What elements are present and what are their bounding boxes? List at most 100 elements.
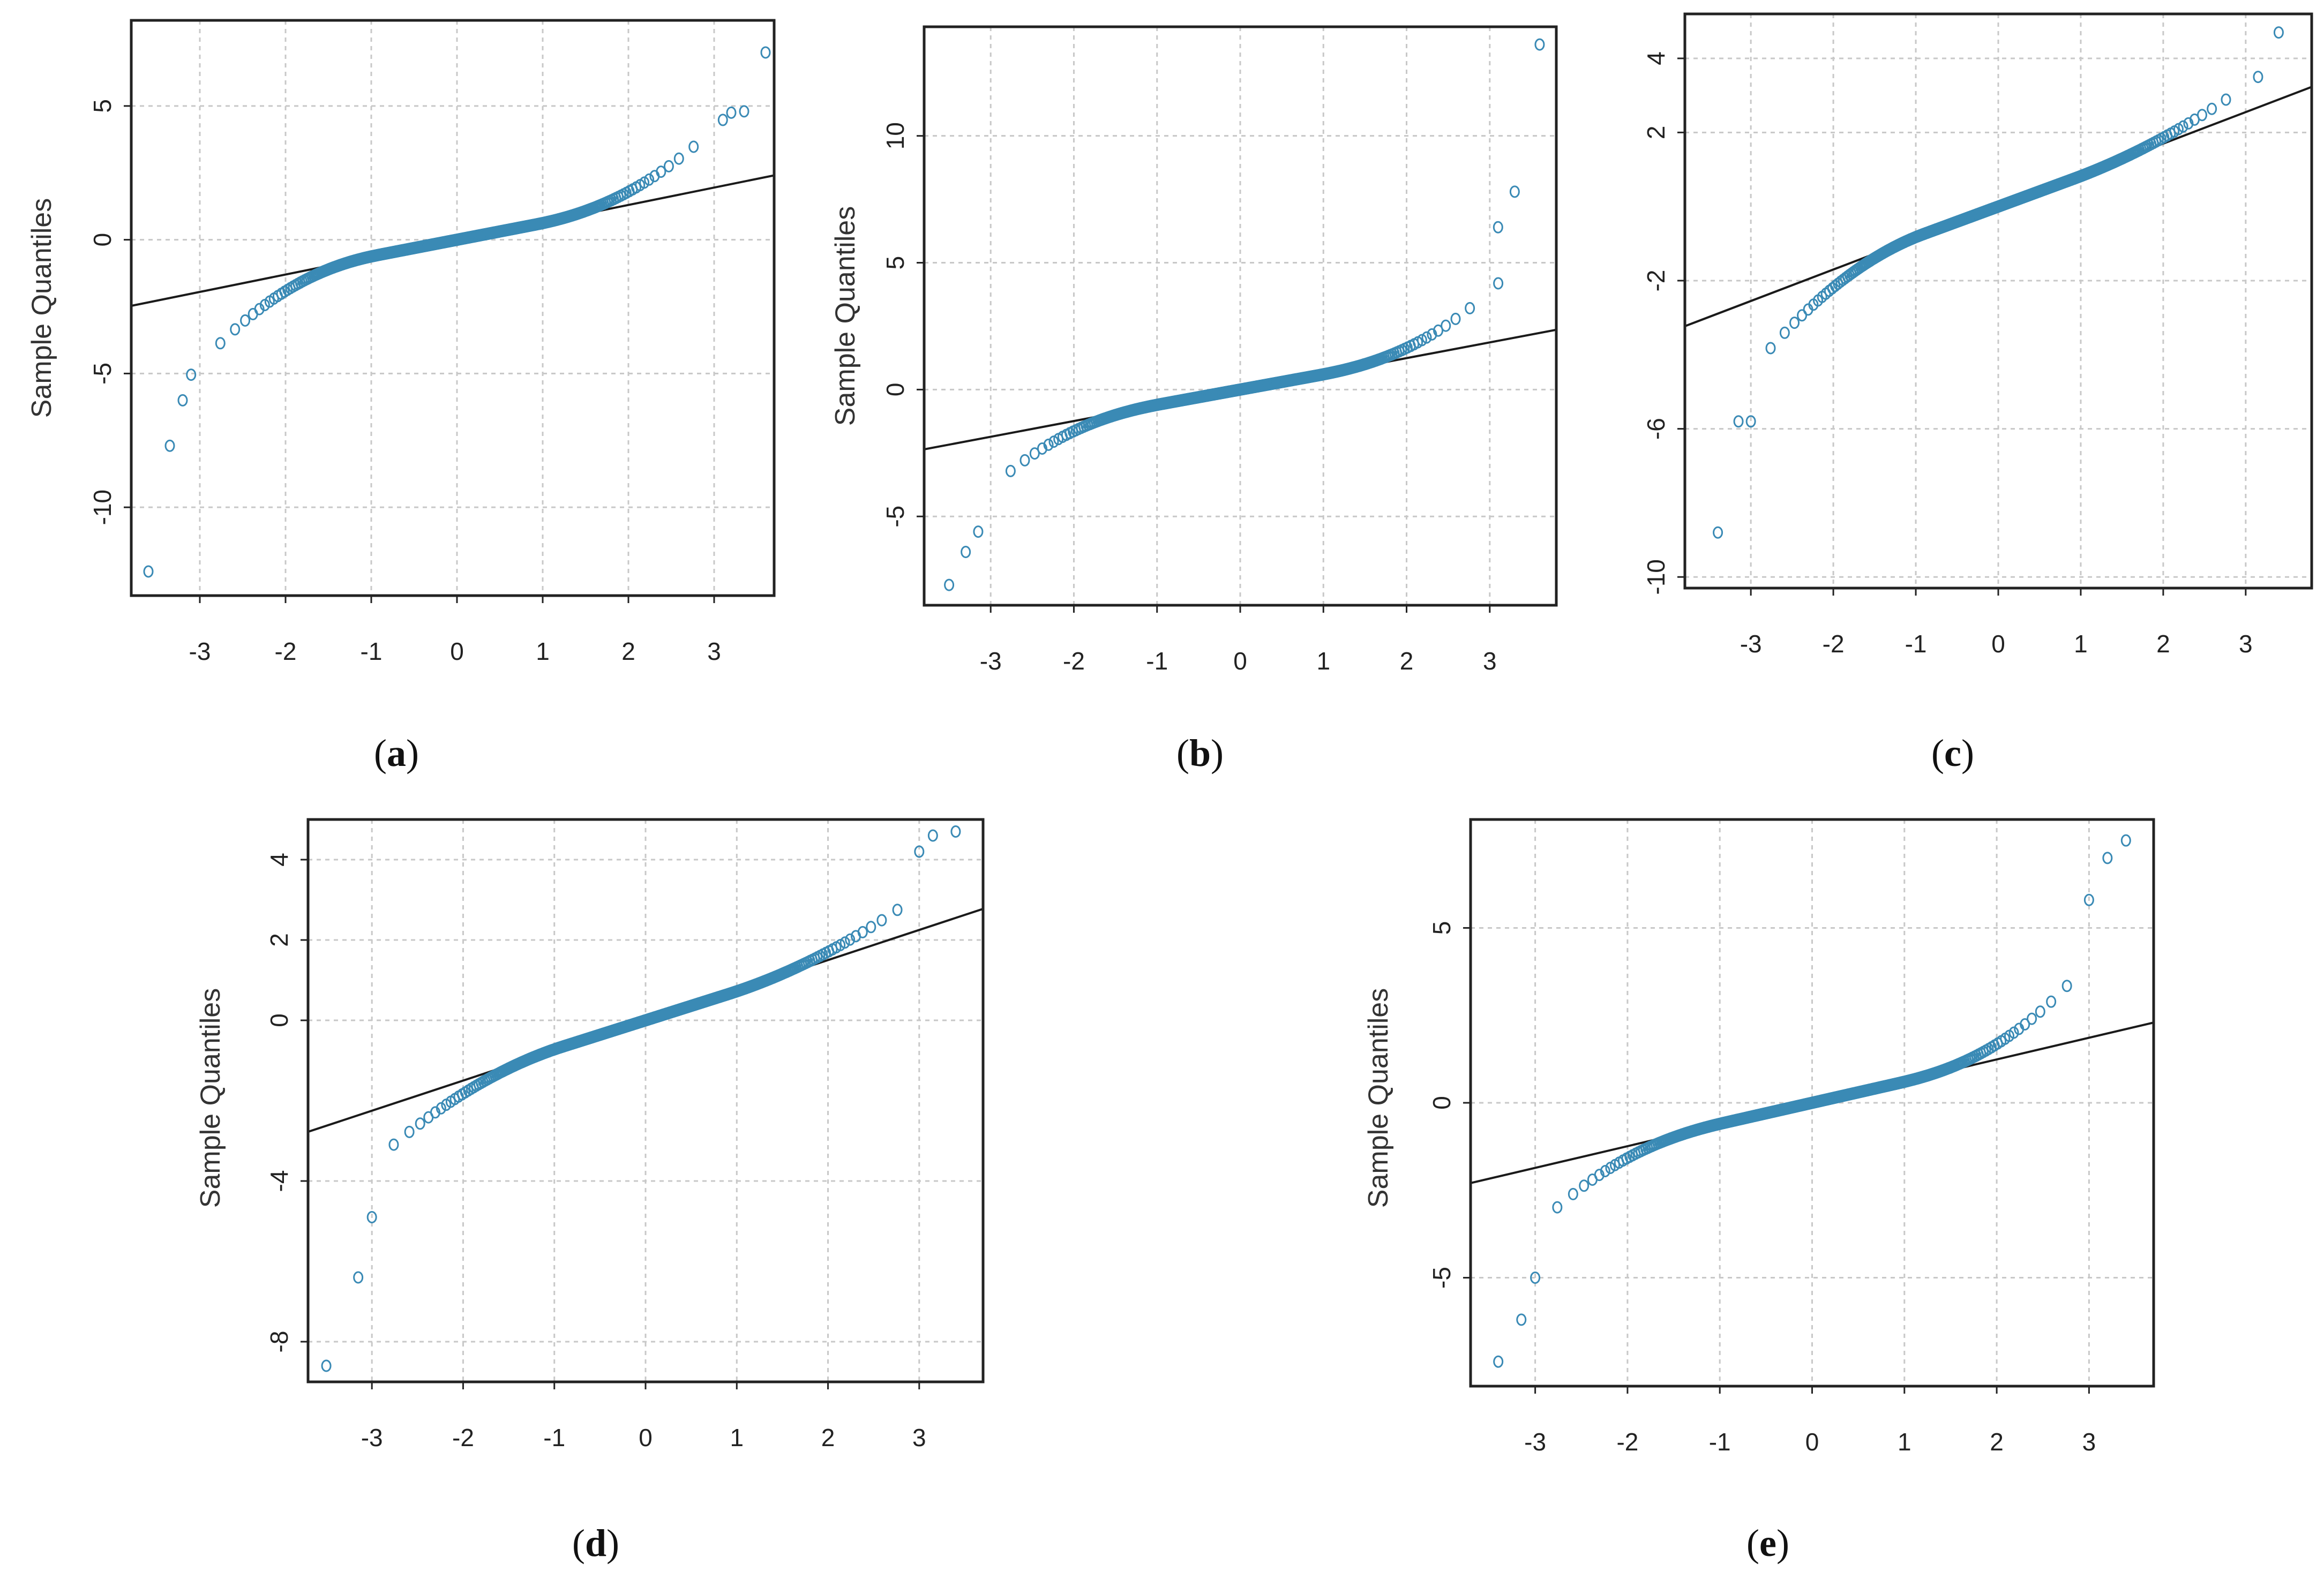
qq-point — [321, 1359, 332, 1372]
qq-point — [215, 337, 226, 350]
x-tick-label: 3 — [2082, 1428, 2096, 1456]
qq-point — [2273, 26, 2284, 39]
qq-point — [1534, 38, 1545, 51]
qq-point — [1441, 319, 1451, 332]
qq-point — [2035, 1005, 2045, 1018]
qq-point — [892, 904, 903, 916]
qq-point — [663, 160, 674, 172]
y-tick-label: 5 — [88, 99, 116, 113]
qq-point — [2102, 852, 2113, 864]
qq-point — [143, 565, 154, 578]
qq-point — [1516, 1313, 1527, 1326]
qq-point — [845, 933, 856, 946]
qq-point — [1421, 331, 1432, 344]
qq-point — [857, 926, 868, 938]
x-tick-label: 2 — [821, 1424, 835, 1451]
qq-point — [366, 1211, 377, 1223]
qq-point — [1797, 309, 1808, 322]
qq-point — [1493, 1355, 1504, 1368]
panel-c: -3 -2 -1 0 1 2 342-2-6-10(c) — [1642, 12, 2313, 774]
qq-point — [1048, 435, 1059, 448]
panel-d: -3 -2 -1 0 1 2 3 4 2 0 -4 -8 Sample Quantiles (d) — [195, 818, 985, 1565]
qq-point — [353, 1271, 364, 1284]
qq-point — [688, 140, 699, 153]
qq-point — [1530, 1272, 1541, 1284]
y-tick-label: -8 — [265, 1331, 293, 1353]
x-tick-label: -3 — [1740, 630, 1762, 658]
qq-point — [1579, 1179, 1590, 1192]
x-tick-label: 3 — [707, 637, 721, 665]
qq-point — [2183, 117, 2194, 130]
x-tick-label: -1 — [1905, 630, 1927, 658]
plot-frame — [130, 19, 776, 597]
x-tick-label: -2 — [1823, 630, 1845, 658]
x-tick-label: -1 — [1709, 1428, 1731, 1456]
y-tick-label: -4 — [265, 1170, 293, 1192]
panel-b: -3 -2 -1 0 1 2 3 10 5 0 -5 Sample Quantiles (b) — [830, 25, 1558, 774]
qq-point — [876, 914, 887, 927]
qq-point — [1043, 438, 1054, 451]
qq-point — [1005, 464, 1016, 477]
qq-point — [254, 303, 265, 315]
x-tick-label: -1 — [361, 637, 383, 665]
qq-point — [415, 1117, 425, 1130]
x-tick-label: 3 — [912, 1424, 926, 1451]
y-tick-label: 4 — [265, 853, 293, 867]
x-tick-label: 1 — [1316, 647, 1330, 675]
qq-point — [177, 394, 188, 407]
x-tick-label: -2 — [1616, 1428, 1638, 1456]
qq-point — [639, 176, 650, 189]
qq-point — [2083, 893, 2094, 906]
y-tick-label: 5 — [1428, 921, 1456, 935]
qq-point — [186, 368, 197, 381]
x-tick-label: -3 — [980, 647, 1002, 675]
qq-point — [1465, 302, 1475, 314]
qq-point — [1765, 342, 1776, 355]
y-axis-label: Sample Quantiles — [26, 198, 57, 418]
qq-point — [1019, 454, 1030, 467]
qq-point — [2061, 980, 2072, 992]
x-tick-label: 0 — [450, 637, 464, 665]
x-tick-label: 2 — [1990, 1428, 2004, 1456]
panel-label: (e) — [1746, 1522, 1789, 1565]
qq-point — [1493, 277, 1504, 290]
panel-label: (d) — [572, 1522, 619, 1565]
y-tick-label: -5 — [881, 506, 909, 528]
x-tick-label: 2 — [1400, 647, 1414, 675]
x-tick-label: 2 — [621, 637, 635, 665]
x-tick-label: -2 — [452, 1424, 474, 1451]
panel-e: -3 -2 -1 0 1 2 3 5 0 -5 Sample Quantiles (e) — [1363, 818, 2155, 1565]
y-axis-label: Sample Quantiles — [195, 988, 226, 1208]
y-tick-label: 2 — [265, 933, 293, 947]
y-tick-label: 0 — [881, 383, 909, 397]
qq-point — [927, 829, 938, 842]
qq-point — [1594, 1169, 1605, 1182]
qq-point — [944, 578, 955, 591]
y-axis-label: Sample Quantiles — [1363, 988, 1394, 1208]
qq-point — [1568, 1187, 1578, 1200]
qq-point — [717, 114, 728, 126]
x-tick-label: 0 — [1805, 1428, 1819, 1456]
qq-point — [2046, 995, 2057, 1008]
qq-point — [726, 106, 737, 119]
qq-point — [240, 314, 251, 327]
x-tick-label: -3 — [189, 637, 211, 665]
qq-point — [1029, 447, 1040, 460]
qq-point — [950, 825, 961, 838]
qq-point — [673, 152, 684, 165]
y-tick-label: 0 — [88, 233, 116, 247]
qq-point — [914, 845, 925, 858]
qq-point — [1416, 334, 1427, 347]
x-tick-label: -1 — [543, 1424, 565, 1451]
qq-point — [436, 1102, 446, 1115]
qq-point — [1789, 317, 1800, 329]
x-tick-label: 2 — [2156, 630, 2170, 658]
y-tick-label: 0 — [265, 1013, 293, 1027]
y-tick-label: -5 — [88, 363, 116, 385]
qq-point — [2207, 102, 2217, 115]
qq-point — [644, 173, 655, 186]
y-tick-label: -10 — [1642, 559, 1670, 595]
qq-point — [404, 1125, 415, 1138]
